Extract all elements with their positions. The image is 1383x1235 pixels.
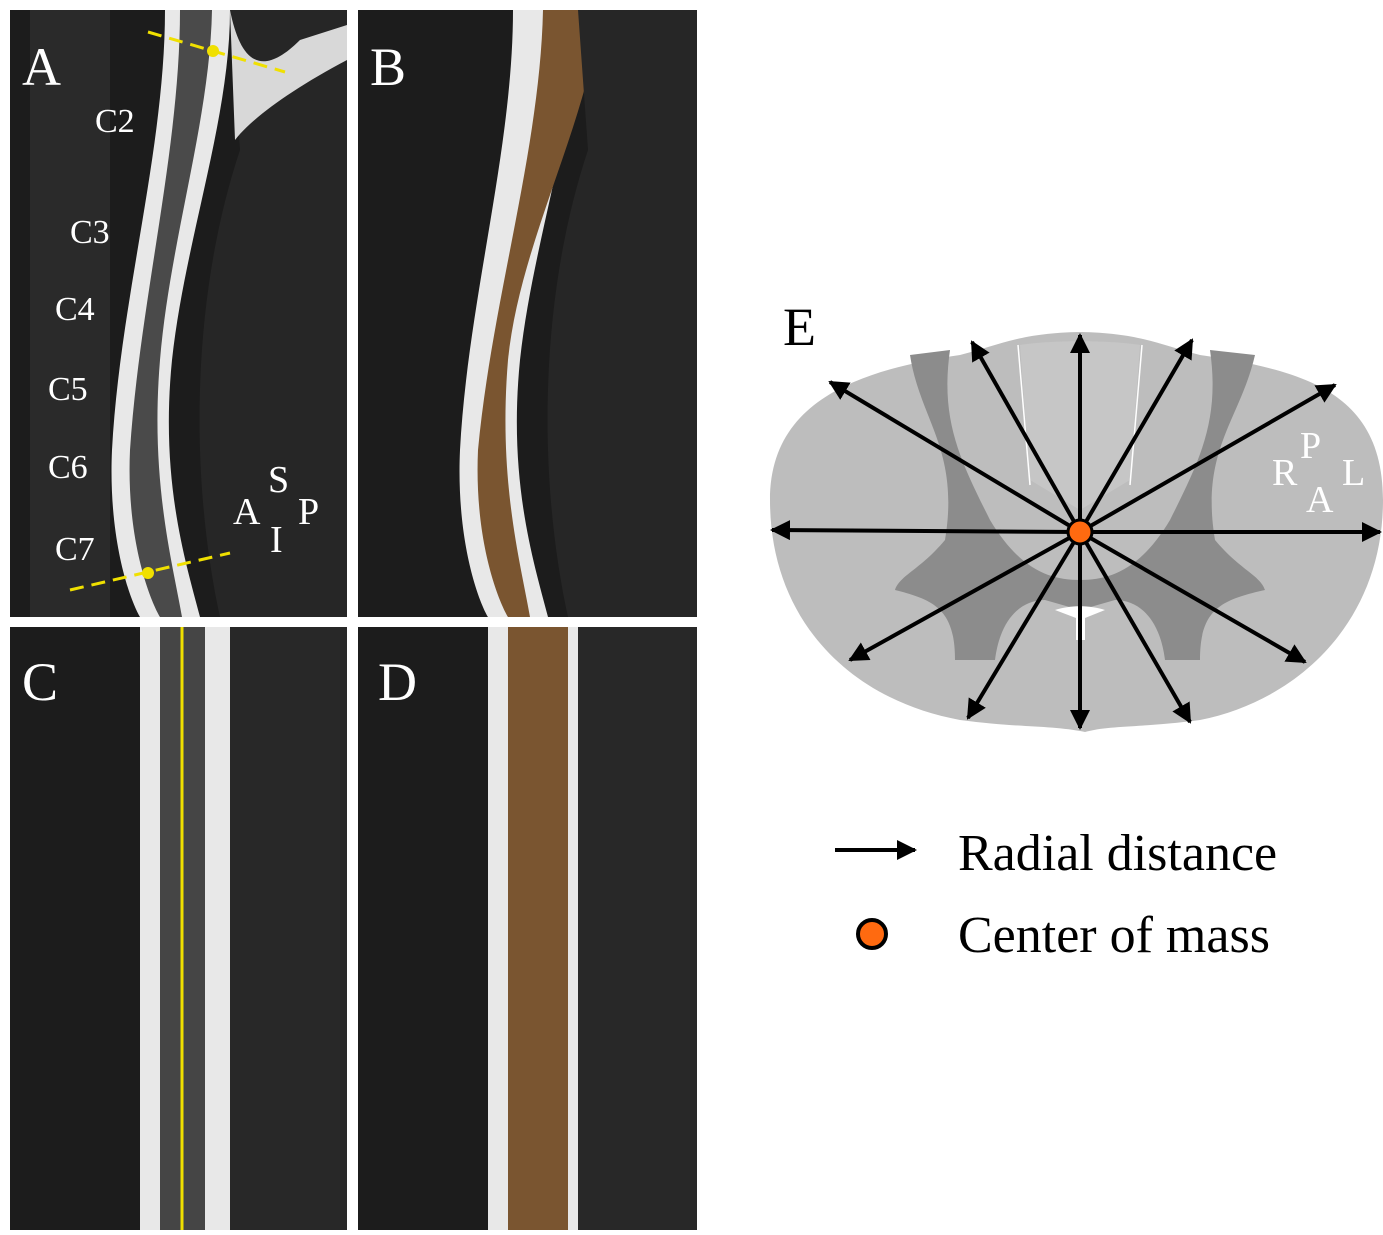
panel-label: B (370, 37, 406, 97)
legend-label: Radial distance (958, 825, 1277, 882)
mri-panel-b (358, 10, 697, 617)
orientation-label: L (1342, 452, 1365, 494)
panel-label: C (22, 652, 58, 712)
orientation-label: I (270, 519, 283, 561)
center-of-mass (1068, 520, 1092, 544)
figure: A B C D C2 C3 C4 C5 C6 C7 S A I P E P R … (0, 0, 1383, 1230)
orientation-label: P (1300, 425, 1321, 467)
mri-panel-c (10, 627, 347, 1230)
panel-label: A (22, 37, 61, 97)
legend-dot (858, 920, 886, 948)
orientation-label: A (233, 491, 261, 533)
legend-label: Center of mass (958, 907, 1270, 964)
orientation-label: R (1272, 452, 1298, 494)
orientation-label: S (268, 459, 289, 501)
mri-panel-d (358, 627, 697, 1230)
vertebra-label: C7 (55, 531, 95, 568)
vertebra-label: C5 (48, 371, 88, 408)
panel-label: E (783, 297, 816, 357)
orientation-label: A (1306, 479, 1334, 521)
panel-label: D (378, 652, 417, 712)
vertebra-label: C6 (48, 449, 88, 486)
vertebra-label: C2 (95, 103, 135, 140)
vertebra-label: C4 (55, 291, 95, 328)
orientation-label: P (298, 491, 319, 533)
vertebra-label: C3 (70, 214, 110, 251)
